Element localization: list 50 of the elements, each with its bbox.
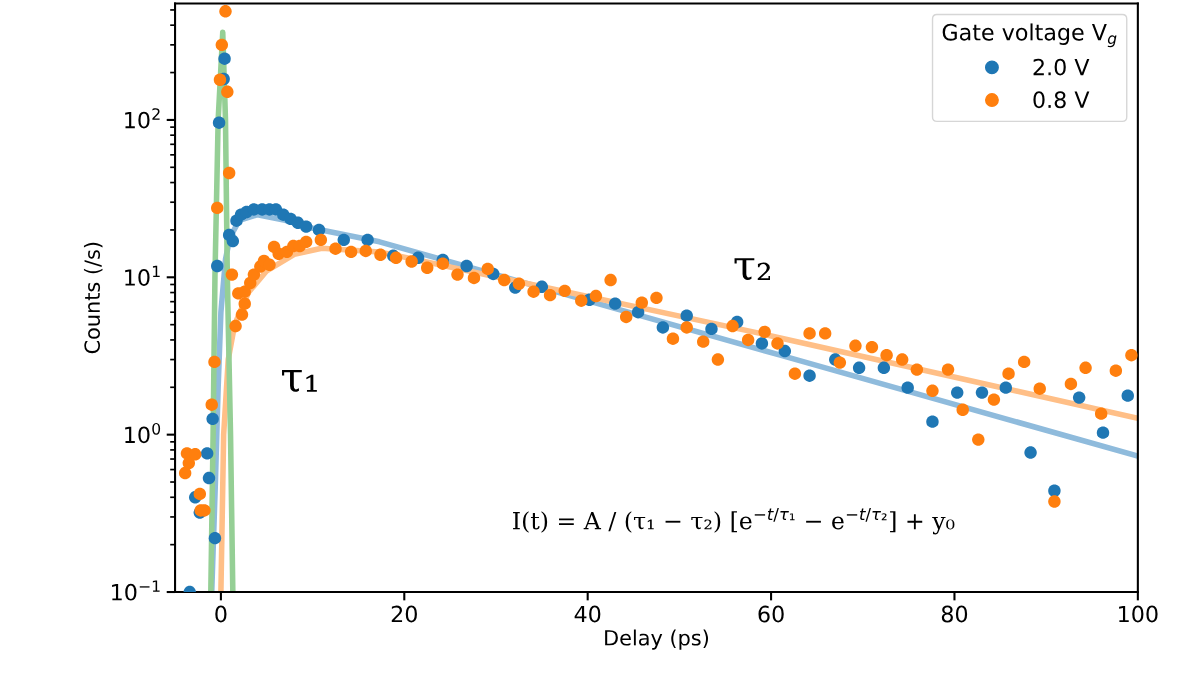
- point: [212, 116, 226, 129]
- annotation: τ₁: [282, 370, 317, 392]
- x-tick-label: 40: [574, 605, 601, 623]
- point: [1121, 389, 1134, 402]
- point: [460, 259, 473, 273]
- x-axis-title: Delay (ps): [605, 629, 709, 650]
- point: [312, 223, 326, 237]
- point: [1072, 391, 1086, 404]
- x-tick-label: 0: [215, 605, 227, 623]
- point: [803, 369, 816, 382]
- x-tick-label: 100: [1119, 605, 1158, 623]
- point: [299, 220, 313, 233]
- point: [337, 233, 350, 247]
- point: [211, 259, 224, 273]
- x-tick-label: 80: [941, 605, 968, 623]
- annotation: τ₂: [734, 258, 770, 281]
- point: [200, 447, 214, 460]
- point: [680, 309, 693, 322]
- point: [218, 52, 231, 65]
- point: [975, 386, 989, 399]
- y-tick-label: 10$^{1}$: [125, 265, 160, 286]
- point: [926, 415, 939, 428]
- point: [999, 381, 1013, 394]
- x-tick-label: 60: [758, 605, 784, 623]
- point: [226, 234, 240, 248]
- x-tick-label: 20: [391, 605, 417, 623]
- legend-label: 2.0 V: [1033, 58, 1090, 76]
- point: [705, 322, 718, 336]
- y-axis-title: Counts (/s): [83, 242, 103, 354]
- point: [206, 412, 219, 426]
- point: [656, 321, 670, 334]
- point: [778, 344, 792, 358]
- annotation: I(t) = A / (τ₁ − τ₂) [e$^{−t/τ₁}$ − e$^{−t/τ₂}$] + y₀: [513, 508, 955, 535]
- y-tick-label: 10$^{2}$: [125, 108, 160, 129]
- point: [361, 233, 374, 247]
- point: [208, 531, 222, 545]
- point: [877, 361, 891, 375]
- y-tick-label: 10$^{0}$: [125, 422, 161, 444]
- point: [202, 471, 216, 485]
- point: [755, 337, 769, 350]
- legend-title: Gate voltage V$_{g}$: [942, 23, 1117, 48]
- y-tick-label: 10$^{−1}$: [112, 580, 160, 601]
- point: [1048, 484, 1061, 497]
- point: [1096, 426, 1110, 439]
- point: [901, 381, 914, 394]
- point: [608, 297, 622, 310]
- legend-label: 0.8 V: [1033, 91, 1090, 109]
- point: [852, 361, 866, 375]
- point: [1024, 446, 1037, 459]
- point: [951, 386, 964, 399]
